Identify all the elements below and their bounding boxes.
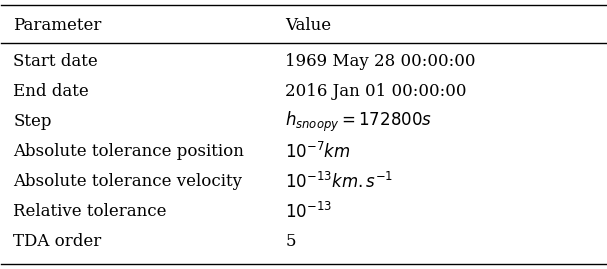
- Text: Value: Value: [285, 17, 331, 34]
- Text: 1969 May 28 00:00:00: 1969 May 28 00:00:00: [285, 53, 476, 70]
- Text: $10^{-13}$: $10^{-13}$: [285, 202, 333, 222]
- Text: Relative tolerance: Relative tolerance: [13, 203, 167, 220]
- Text: 5: 5: [285, 233, 296, 250]
- Text: $10^{-13}km.s^{-1}$: $10^{-13}km.s^{-1}$: [285, 172, 394, 192]
- Text: 2016 Jan 01 00:00:00: 2016 Jan 01 00:00:00: [285, 83, 467, 100]
- Text: $10^{-7}km$: $10^{-7}km$: [285, 141, 351, 162]
- Text: TDA order: TDA order: [13, 233, 102, 250]
- Text: $h_{snoopy} = 172800s$: $h_{snoopy} = 172800s$: [285, 109, 433, 133]
- Text: Step: Step: [13, 113, 52, 130]
- Text: Absolute tolerance position: Absolute tolerance position: [13, 143, 245, 160]
- Text: End date: End date: [13, 83, 89, 100]
- Text: Parameter: Parameter: [13, 17, 102, 34]
- Text: Absolute tolerance velocity: Absolute tolerance velocity: [13, 173, 242, 190]
- Text: Start date: Start date: [13, 53, 98, 70]
